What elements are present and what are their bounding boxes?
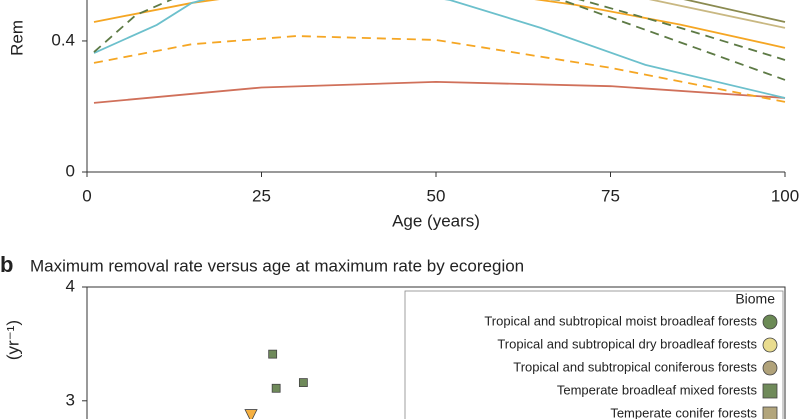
point bbox=[298, 378, 308, 387]
y-axis-label: Rem bbox=[7, 20, 26, 56]
y-tick-label: 0.4 bbox=[51, 30, 75, 49]
scatter-chart: 3 4 Biome Tropical and subtropical moist br… bbox=[66, 276, 786, 419]
panel-label: b bbox=[0, 252, 13, 277]
legend-label: Tropical and subtropical moist broadleaf… bbox=[484, 313, 757, 328]
y-tick-label: 3 bbox=[66, 390, 75, 409]
plot-frame bbox=[86, 286, 786, 419]
legend-marker bbox=[762, 406, 778, 419]
legend-marker bbox=[762, 314, 778, 330]
point bbox=[268, 349, 278, 359]
legend-title: Biome bbox=[735, 291, 775, 307]
line-chart: 0 25 50 75 100 0 0.4 bbox=[51, 0, 799, 205]
legend-box bbox=[404, 290, 784, 419]
legend-marker bbox=[762, 360, 778, 376]
line bbox=[93, 35, 786, 103]
line bbox=[93, 81, 786, 104]
line bbox=[578, 0, 786, 61]
y-axis-label: (yr⁻¹) bbox=[3, 320, 22, 360]
legend-marker bbox=[762, 383, 778, 399]
plot-area bbox=[244, 349, 308, 419]
legend-label: Tropical and subtropical coniferous fore… bbox=[513, 359, 757, 374]
point bbox=[271, 383, 281, 393]
x-tick-label: 100 bbox=[771, 186, 799, 205]
legend-label: Tropical and subtropical dry broadleaf f… bbox=[497, 336, 757, 351]
y-tick-label: 4 bbox=[66, 276, 75, 295]
line bbox=[648, 0, 786, 29]
chart-title: Maximum removal rate versus age at maxim… bbox=[30, 256, 524, 275]
line bbox=[683, 0, 786, 23]
x-tick-label: 50 bbox=[427, 186, 446, 205]
legend-marker bbox=[762, 337, 778, 353]
line bbox=[93, 0, 786, 99]
x-axis-label: Age (years) bbox=[392, 211, 480, 230]
plot-area bbox=[93, 0, 786, 104]
point bbox=[244, 409, 258, 419]
legend-label: Temperate broadleaf mixed forests bbox=[557, 382, 758, 397]
line bbox=[93, 0, 786, 81]
legend-label: Temperate conifer forests bbox=[610, 405, 757, 419]
x-tick-label: 25 bbox=[252, 186, 271, 205]
y-tick-label: 0 bbox=[66, 161, 75, 180]
x-tick-label: 0 bbox=[82, 186, 91, 205]
x-tick-label: 75 bbox=[601, 186, 620, 205]
